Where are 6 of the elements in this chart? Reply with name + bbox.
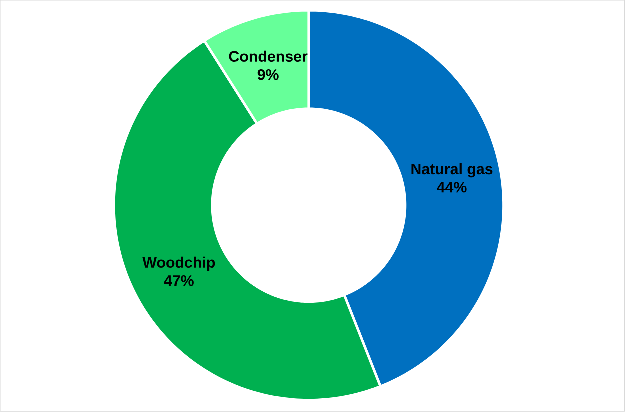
slice-label: Condenser bbox=[229, 50, 308, 62]
data-label: 9% bbox=[258, 70, 279, 80]
data-label: 47% bbox=[164, 276, 194, 286]
data-label: 44% bbox=[437, 182, 467, 193]
slice-label: Natural gas bbox=[412, 164, 493, 178]
slice-label: Woodchip bbox=[142, 256, 216, 272]
